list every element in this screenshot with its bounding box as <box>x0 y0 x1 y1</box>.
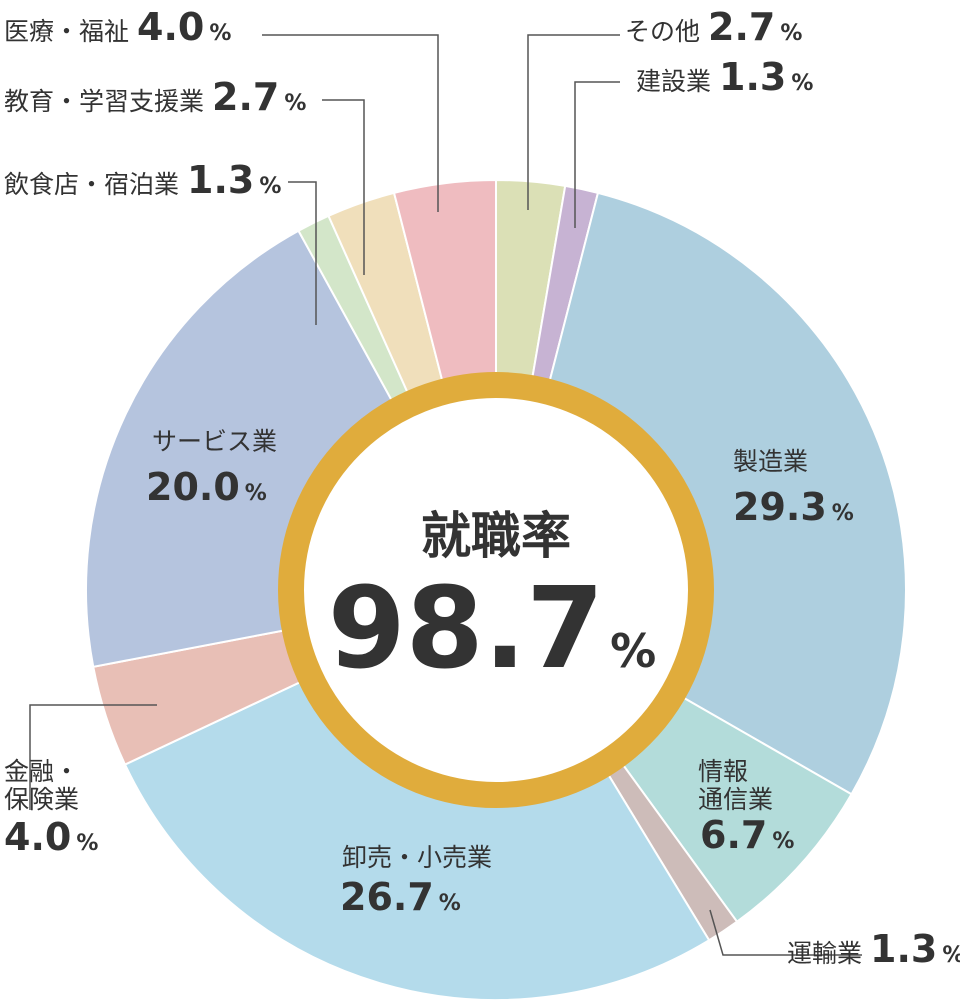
slice-value-number: 2.7 <box>212 75 279 119</box>
slice-value-unit: % <box>832 501 854 526</box>
slice-value-number: 4.0 <box>137 5 204 49</box>
center-value: 98.7% <box>328 564 656 694</box>
leader-line-3 <box>527 34 620 210</box>
slice-name: その他 <box>625 17 700 46</box>
slice-name-6-line-0: 金融・ <box>4 757 79 786</box>
leader-line-6 <box>709 909 862 956</box>
slice-name: 飲食店・宿泊業 <box>4 170 179 199</box>
slice-value-2: 29.3% <box>733 485 854 529</box>
slice-label-1: 建設業 1.3% <box>636 55 813 99</box>
slice-value-unit: % <box>245 481 267 506</box>
slice-name: 運輸業 <box>787 939 862 968</box>
slice-value-unit: % <box>791 71 813 96</box>
slice-value-7: 20.0% <box>146 465 267 509</box>
slice-value-number: 1.3 <box>719 55 786 99</box>
slice-value-number: 6.7 <box>700 813 767 857</box>
slice-name-7: サービス業 <box>152 427 277 456</box>
leader-line-0 <box>262 34 439 212</box>
slice-name-6-line-1: 保険業 <box>4 785 79 814</box>
slice-label-10: 医療・福祉 4.0% <box>4 5 231 49</box>
donut-slices <box>85 178 907 1001</box>
slice-value-unit: % <box>942 943 960 968</box>
center-value-unit: % <box>610 624 656 678</box>
slice-value-unit: % <box>439 891 461 916</box>
slice-label-0: その他 2.7% <box>625 5 802 49</box>
slice-label-9: 教育・学習支援業 2.7% <box>4 75 306 119</box>
slice-name-3-line-1: 通信業 <box>698 785 773 814</box>
slice-label-8: 飲食店・宿泊業 1.3% <box>4 158 281 202</box>
slice-value-unit: % <box>76 831 98 856</box>
center-title: 就職率 <box>421 507 571 565</box>
slice-value-3: 6.7% <box>700 813 794 857</box>
slice-name-5: 卸売・小売業 <box>342 843 492 872</box>
slice-value-number: 4.0 <box>4 815 71 859</box>
slice-value-unit: % <box>259 174 281 199</box>
leader-lines <box>29 34 862 956</box>
slice-value-unit: % <box>772 829 794 854</box>
slice-value-number: 1.3 <box>187 158 254 202</box>
leader-line-5 <box>29 704 157 810</box>
slice-value-6: 4.0% <box>4 815 98 859</box>
slice-value-number: 29.3 <box>733 485 827 529</box>
slice-label-4: 運輸業 1.3% <box>787 927 960 971</box>
slice-value-unit: % <box>780 21 802 46</box>
slice-value-number: 2.7 <box>708 5 775 49</box>
slice-name-2: 製造業 <box>733 447 808 476</box>
slice-value-unit: % <box>284 91 306 116</box>
center-summary: 就職率 98.7% <box>278 372 714 808</box>
leader-line-4 <box>574 81 620 228</box>
center-value-number: 98.7 <box>328 564 604 694</box>
leader-line-2 <box>288 181 317 325</box>
slice-value-number: 1.3 <box>870 927 937 971</box>
slice-name-3-line-0: 情報 <box>698 757 748 786</box>
slice-value-number: 26.7 <box>340 875 434 919</box>
slice-value-number: 20.0 <box>146 465 240 509</box>
slice-name: 教育・学習支援業 <box>4 87 204 116</box>
center-ring <box>278 372 714 808</box>
slice-value-5: 26.7% <box>340 875 461 919</box>
leader-line-1 <box>322 99 365 275</box>
slice-value-unit: % <box>209 21 231 46</box>
slice-name: 医療・福祉 <box>4 17 129 46</box>
slice-name: 建設業 <box>636 67 711 96</box>
